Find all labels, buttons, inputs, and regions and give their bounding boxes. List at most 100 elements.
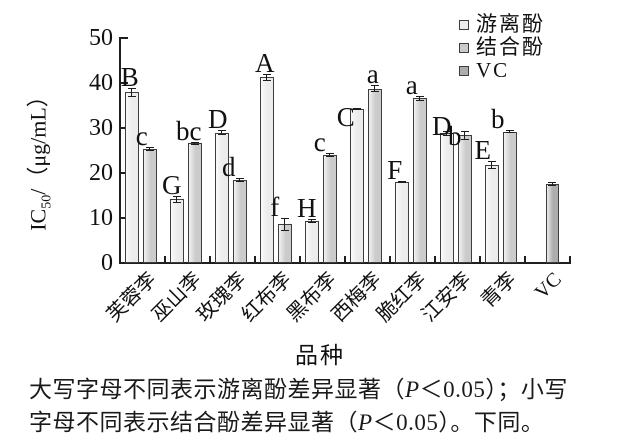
y-tick-label: 20	[89, 160, 113, 186]
error-bar-cap	[217, 133, 226, 135]
caption-text: ＜0.05）。下同。	[372, 410, 545, 435]
error-bar-cap	[352, 109, 361, 111]
legend-item: 结合酚	[459, 36, 545, 59]
error-bar-cap	[235, 177, 244, 179]
x-category-label: 西梅李	[327, 268, 386, 327]
bar-游离酚-脆红李	[395, 182, 409, 263]
bar-结合酚-西梅李	[368, 88, 382, 263]
error-bar	[491, 161, 493, 169]
bar-游离酚-西梅李	[350, 109, 364, 263]
error-bar-cap	[415, 99, 424, 101]
error-bar	[374, 85, 376, 93]
y-tick	[121, 82, 128, 84]
error-bar-cap	[548, 182, 557, 184]
caption-text: 字母不同表示结合酚差异显著（	[29, 410, 358, 435]
x-tick	[344, 256, 346, 263]
error-bar-cap	[280, 230, 289, 232]
sig-letter: c	[135, 120, 148, 151]
sig-letter: D	[432, 111, 452, 142]
error-bar	[176, 195, 178, 203]
error-bar	[509, 130, 511, 133]
sig-letter: c	[313, 127, 326, 158]
x-category-label: 黑布李	[282, 268, 341, 327]
y-tick-label: 40	[89, 70, 113, 96]
bar-结合酚-红布李	[278, 224, 292, 263]
error-bar-cap	[487, 161, 496, 163]
sig-letter: b	[448, 120, 462, 151]
x-tick	[569, 256, 571, 263]
bar-游离酚-红布李	[260, 77, 274, 263]
x-axis-line	[119, 262, 571, 264]
sig-letter: a	[366, 59, 379, 90]
x-category-label: 江安李	[417, 268, 476, 327]
bar-结合酚-芙蓉李	[143, 149, 157, 263]
error-bar-cap	[190, 141, 199, 143]
x-category-label: 巫山李	[147, 268, 206, 327]
x-tick	[434, 256, 436, 263]
y-axis-label-unit: /（μg/mL）	[25, 85, 51, 195]
x-tick	[209, 256, 211, 263]
error-bar-cap	[325, 153, 334, 155]
sig-letter: b	[491, 104, 505, 135]
caption-italic-p: P	[358, 410, 373, 435]
error-bar	[329, 153, 331, 157]
legend: 游离酚 结合酚 VC	[459, 13, 545, 82]
caption-text: ＜0.05）；小写	[419, 377, 568, 402]
y-axis-line	[119, 37, 121, 264]
sig-letter: D	[208, 104, 228, 135]
legend-item: 游离酚	[459, 13, 545, 36]
error-bar-cap	[397, 180, 406, 182]
x-category-label: 芙蓉李	[102, 268, 161, 327]
legend-swatch	[459, 19, 469, 30]
bar-游离酚-青李	[485, 164, 499, 263]
sig-letter: E	[474, 135, 492, 166]
error-bar-cap	[352, 107, 361, 109]
error-bar	[356, 107, 358, 111]
error-bar-cap	[127, 95, 136, 97]
x-tick	[299, 256, 301, 263]
error-bar	[464, 130, 466, 140]
error-bar-cap	[145, 150, 154, 152]
bar-游离酚-黑布李	[305, 220, 319, 263]
error-bar-cap	[487, 167, 496, 169]
sig-letter: A	[255, 47, 275, 78]
caption-text: 大写字母不同表示游离酚差异显著（	[29, 377, 405, 402]
bar-游离酚-巫山李	[170, 199, 184, 263]
error-bar-cap	[262, 79, 271, 81]
bar-结合酚-玫瑰李	[233, 179, 247, 263]
error-bar	[311, 218, 313, 223]
legend-swatch	[459, 42, 469, 53]
error-bar-cap	[460, 130, 469, 132]
error-bar	[551, 182, 553, 187]
error-bar-cap	[442, 134, 451, 136]
error-bar	[194, 141, 196, 146]
bar-结合酚-青李	[503, 131, 517, 263]
bar-VC-VC	[545, 184, 559, 263]
caption-line-2: 字母不同表示结合酚差异显著（P＜0.05）。下同。	[29, 410, 544, 436]
y-axis-label: IC50/（μg/mL）	[20, 85, 55, 231]
error-bar-cap	[460, 138, 469, 140]
error-bar-cap	[397, 182, 406, 184]
y-tick	[121, 37, 128, 39]
bar-游离酚-玫瑰李	[215, 132, 229, 263]
x-category-label: 青李	[476, 268, 521, 313]
x-tick	[389, 256, 391, 263]
sig-letter: H	[297, 192, 317, 223]
error-bar-cap	[370, 91, 379, 93]
y-tick-label: 10	[89, 205, 113, 231]
error-bar	[239, 177, 241, 182]
x-axis-title: 品种	[295, 343, 345, 368]
x-tick	[524, 256, 526, 263]
error-bar	[131, 88, 133, 97]
error-bar	[266, 73, 268, 81]
error-bar-cap	[548, 185, 557, 187]
error-bar-cap	[307, 218, 316, 220]
y-tick	[121, 217, 128, 219]
error-bar-cap	[505, 131, 514, 133]
error-bar-cap	[415, 96, 424, 98]
error-bar-cap	[262, 73, 271, 75]
y-tick	[121, 172, 128, 174]
y-tick	[121, 127, 128, 129]
